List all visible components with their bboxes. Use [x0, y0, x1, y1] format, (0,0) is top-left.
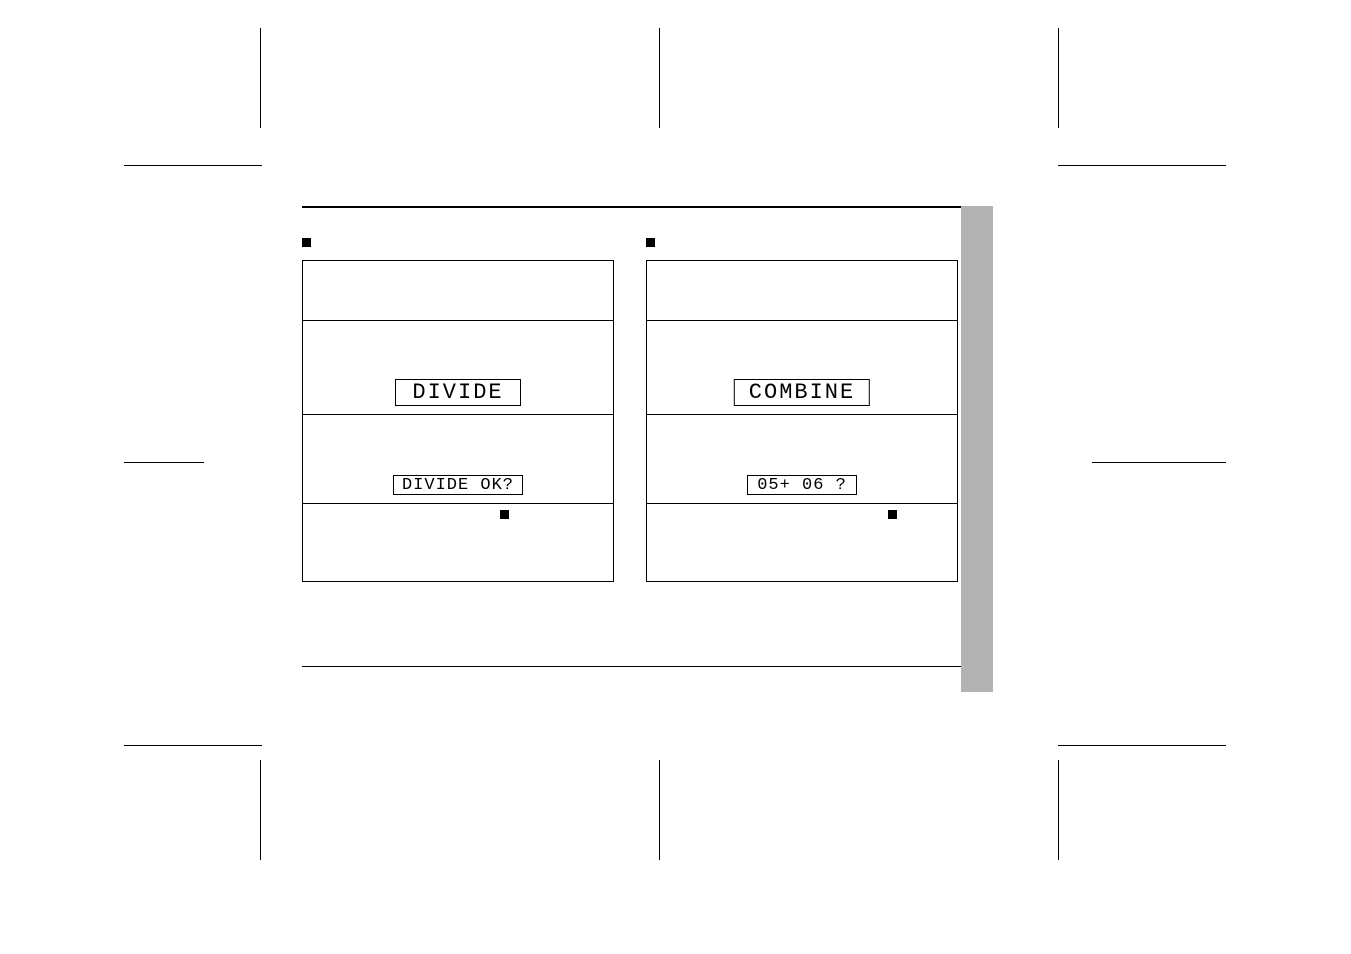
divide-panel: DIVIDE DIVIDE OK? [302, 260, 614, 582]
lcd-combine-label: COMBINE [734, 379, 870, 406]
lcd-divide-label: DIVIDE [395, 379, 521, 406]
crop-mark [1058, 760, 1059, 860]
list-bullet [302, 238, 311, 247]
crop-mark [659, 28, 660, 128]
bottom-rule [302, 666, 961, 667]
lcd-divide-confirm: DIVIDE OK? [393, 475, 523, 495]
panel-row: 05+ 06 ? [647, 415, 957, 504]
divide-column: DIVIDE DIVIDE OK? [302, 238, 614, 582]
panel-row [303, 504, 613, 581]
combine-panel: COMBINE 05+ 06 ? [646, 260, 958, 582]
crop-mark [1058, 165, 1226, 166]
crop-mark [124, 165, 262, 166]
list-bullet [646, 238, 655, 247]
panel-row [647, 504, 957, 581]
panel-row [303, 261, 613, 321]
crop-mark [1058, 28, 1059, 128]
crop-mark [124, 745, 262, 746]
panel-row: DIVIDE OK? [303, 415, 613, 504]
crop-mark [260, 760, 261, 860]
crop-mark [1058, 745, 1226, 746]
combine-column: COMBINE 05+ 06 ? [646, 238, 958, 582]
panel-row [647, 261, 957, 321]
panel-row: DIVIDE [303, 321, 613, 415]
lcd-combine-confirm: 05+ 06 ? [747, 475, 857, 495]
page-body: DIVIDE DIVIDE OK? COMBINE 05+ 06 ? [302, 206, 961, 667]
section-tab [961, 206, 993, 692]
crop-mark [659, 760, 660, 860]
panel-row: COMBINE [647, 321, 957, 415]
crop-mark [124, 462, 204, 463]
crop-mark [260, 28, 261, 128]
top-rule [302, 206, 961, 208]
crop-mark [1092, 462, 1226, 463]
